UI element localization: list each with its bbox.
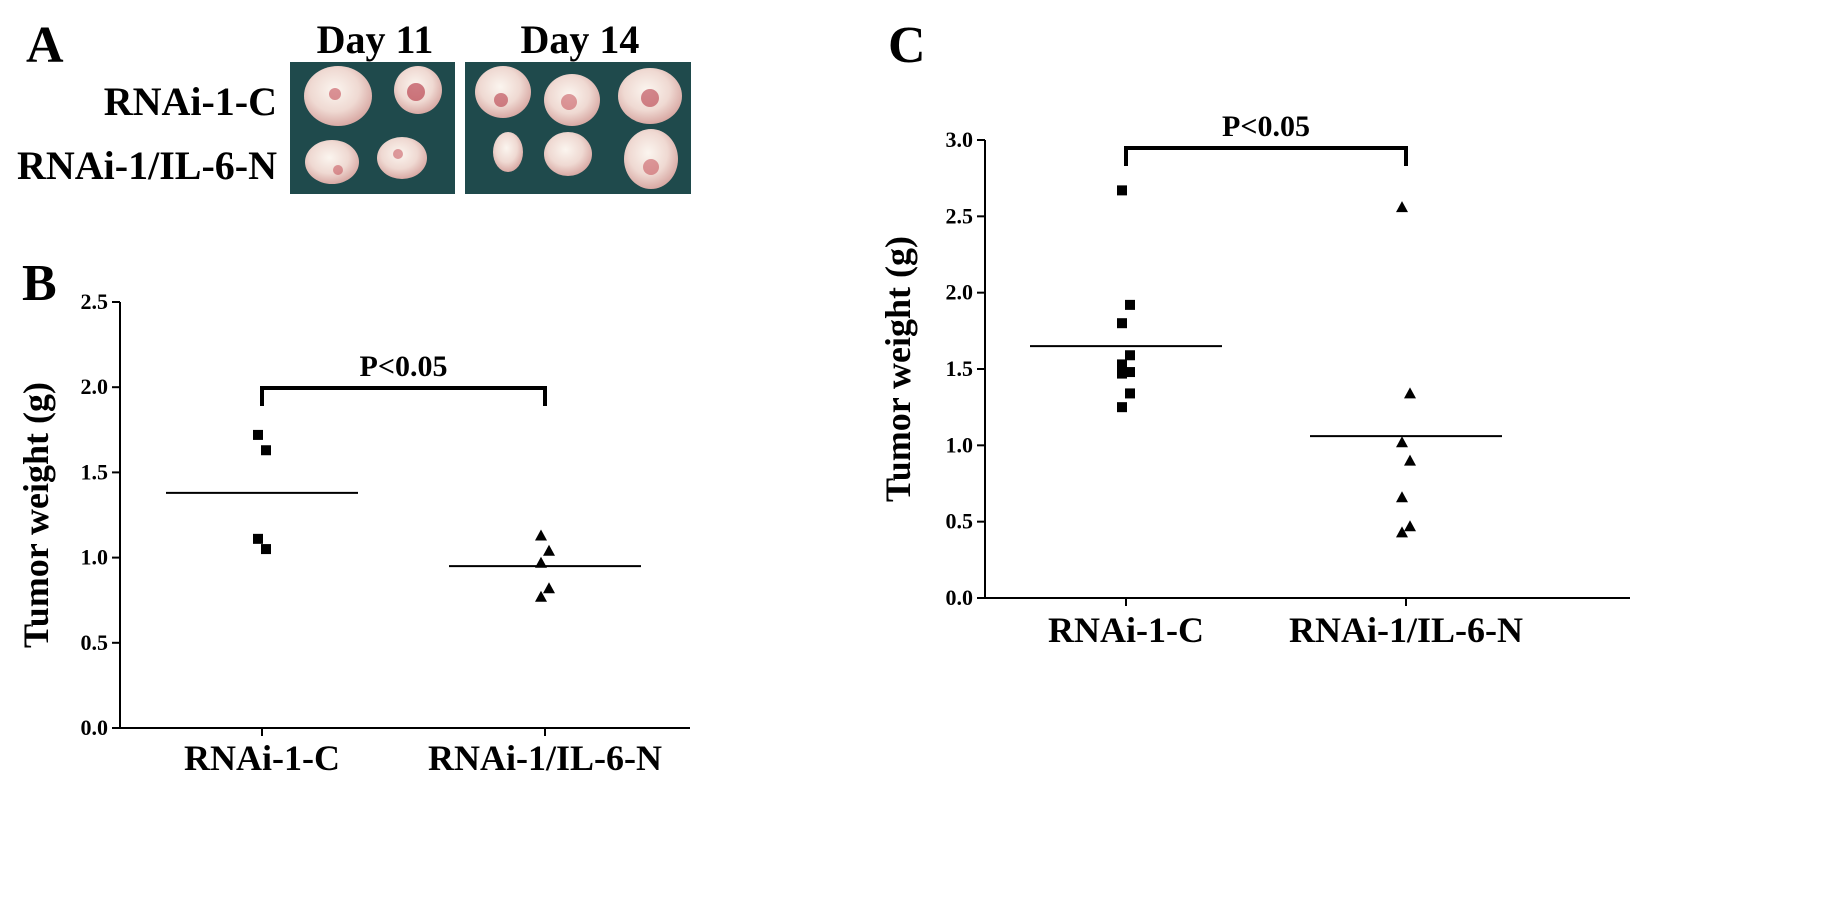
y-tick-label: 0.5: [946, 509, 974, 534]
data-point-square: [1117, 185, 1127, 196]
y-tick-label: 2.5: [81, 289, 109, 314]
panel-b-letter: B: [22, 255, 57, 312]
tumor-photo-day14: [465, 62, 691, 194]
tumor-photo-day11: [290, 62, 455, 194]
y-axis-label: Tumor weight (g): [878, 236, 918, 502]
y-tick-label: 3.0: [946, 127, 974, 152]
data-point-triangle: [535, 590, 547, 602]
y-axis-label: Tumor weight (g): [16, 382, 56, 648]
y-tick-label: 0.5: [81, 630, 109, 655]
tumor-photo-day11-image: [304, 66, 442, 184]
chart-b: 0.0 0.5 1.0 1.5 2.0 2.5 RNAi-1-C RNAi-1/IL-6-N T…: [16, 289, 690, 778]
data-point-triangle: [1396, 436, 1408, 448]
photo-row-label-il6: RNAi-1/IL-6-N: [17, 143, 277, 188]
data-point-square: [1125, 350, 1135, 361]
y-tick-label: 1.0: [81, 545, 109, 570]
y-tick-label: 0.0: [946, 585, 974, 610]
data-point-triangle: [1396, 201, 1408, 213]
data-point-triangle: [1396, 526, 1408, 538]
data-point-triangle: [543, 582, 555, 594]
data-point-square: [1117, 318, 1127, 329]
data-point-square: [1125, 388, 1135, 399]
panel-c-letter: C: [888, 17, 926, 74]
y-tick-label: 0.0: [81, 715, 109, 740]
data-point-square: [1117, 368, 1127, 379]
x-category-label: RNAi-1/IL-6-N: [428, 738, 662, 778]
significance-bracket: [260, 386, 547, 406]
y-tick-label: 2.5: [946, 203, 974, 228]
data-point-triangle: [1396, 491, 1408, 503]
chart-c: 0.0 0.5 1.0 1.5 2.0 2.5 3.0 RNAi-1-C RNAi-1/IL-6…: [878, 110, 1630, 650]
data-point-square: [1117, 359, 1127, 370]
data-point-square: [1125, 299, 1135, 310]
data-point-square: [1125, 367, 1135, 378]
x-category-label: RNAi-1-C: [184, 738, 340, 778]
significance-bracket: [1124, 146, 1408, 166]
y-tick-label: 1.5: [81, 459, 109, 484]
data-point-triangle: [543, 544, 555, 556]
y-tick-label: 2.0: [81, 374, 109, 399]
data-point-square: [1117, 402, 1127, 413]
panel-a-letter: A: [26, 17, 64, 74]
data-point-triangle: [535, 556, 547, 568]
data-point-square: [261, 544, 271, 555]
data-point-triangle: [1404, 454, 1416, 466]
data-point-triangle: [1404, 387, 1416, 399]
photo-header-day14: Day 14: [520, 17, 640, 62]
data-point-triangle: [535, 529, 547, 541]
y-tick-label: 1.0: [946, 432, 974, 457]
x-category-label: RNAi-1-C: [1048, 610, 1204, 650]
x-category-label: RNAi-1/IL-6-N: [1289, 610, 1523, 650]
photo-row-label-control: RNAi-1-C: [103, 79, 277, 124]
data-point-square: [253, 533, 263, 544]
tumor-photo-day14-image: [475, 66, 682, 189]
significance-label: P<0.05: [360, 350, 448, 383]
y-tick-label: 2.0: [946, 280, 974, 305]
data-point-triangle: [1404, 520, 1416, 532]
significance-label: P<0.05: [1222, 110, 1310, 143]
y-tick-label: 1.5: [946, 356, 974, 381]
data-point-square: [253, 429, 263, 440]
photo-header-day11: Day 11: [316, 17, 434, 62]
data-point-square: [261, 445, 271, 456]
